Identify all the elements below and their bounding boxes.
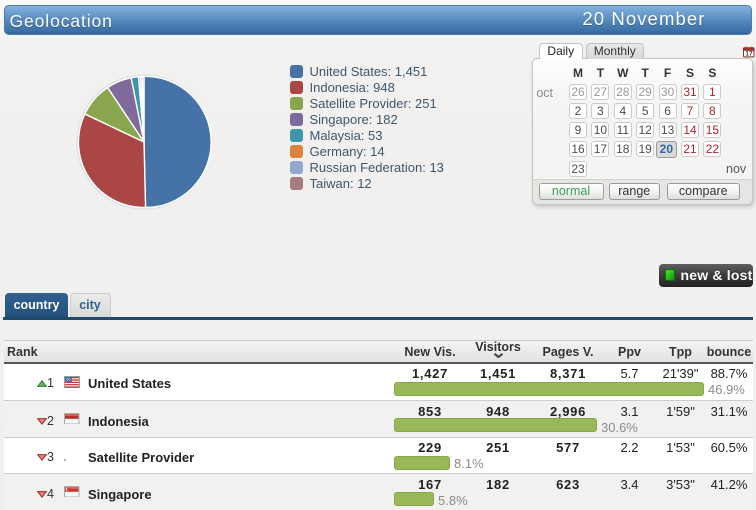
svg-text:17: 17 — [745, 51, 753, 58]
